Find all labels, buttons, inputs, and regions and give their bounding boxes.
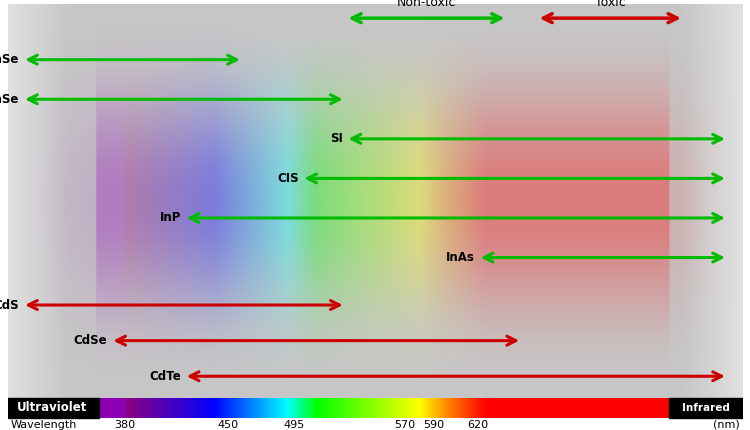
Text: Toxic: Toxic xyxy=(595,0,626,9)
Text: ZnSe: ZnSe xyxy=(0,93,20,106)
Text: Non-toxic: Non-toxic xyxy=(397,0,456,9)
Text: Wavelength: Wavelength xyxy=(10,420,76,430)
Text: Ultraviolet: Ultraviolet xyxy=(16,401,87,415)
Text: CdTe: CdTe xyxy=(149,370,181,383)
Text: Infrared: Infrared xyxy=(682,403,730,413)
Text: InP: InP xyxy=(160,212,181,224)
Text: CdS: CdS xyxy=(0,298,20,311)
Text: 620: 620 xyxy=(467,420,488,430)
Text: 570: 570 xyxy=(394,420,415,430)
Text: CIS: CIS xyxy=(277,172,298,185)
Text: 450: 450 xyxy=(217,420,238,430)
Text: 380: 380 xyxy=(115,420,136,430)
Text: InAs: InAs xyxy=(446,251,475,264)
Bar xyxy=(8,398,99,418)
Text: 590: 590 xyxy=(423,420,444,430)
Text: SI: SI xyxy=(330,132,343,145)
Text: 495: 495 xyxy=(284,420,304,430)
Text: CdSe: CdSe xyxy=(74,334,107,347)
Text: (nm): (nm) xyxy=(712,420,740,430)
Text: ZnSe: ZnSe xyxy=(0,53,20,66)
Bar xyxy=(669,398,742,418)
